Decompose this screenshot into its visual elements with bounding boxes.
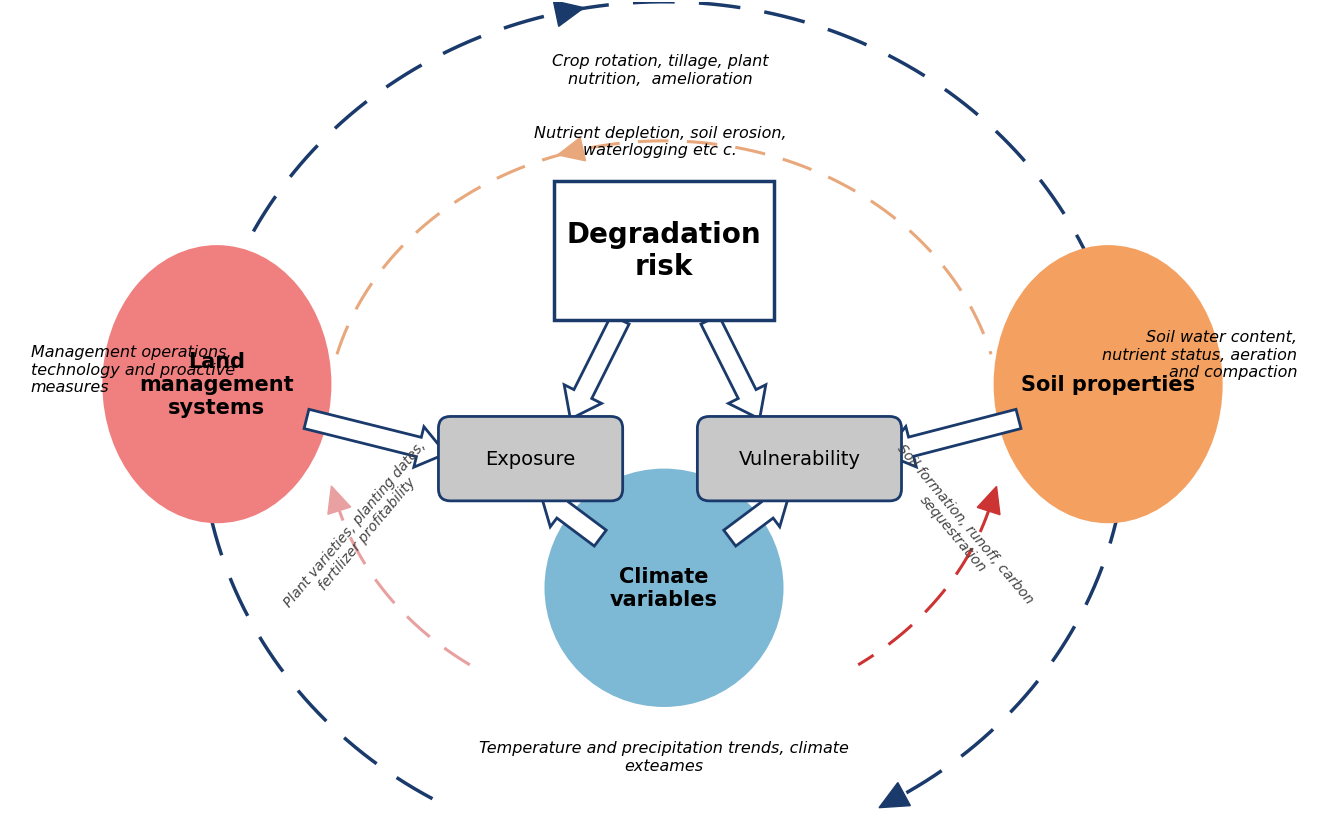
Polygon shape [724, 494, 789, 546]
Polygon shape [563, 316, 629, 419]
FancyBboxPatch shape [698, 417, 901, 501]
Ellipse shape [994, 246, 1223, 523]
Text: Nutrient depletion, soil erosion,
waterlogging etc c.: Nutrient depletion, soil erosion, waterl… [534, 125, 787, 158]
Ellipse shape [545, 469, 784, 707]
Polygon shape [553, 2, 583, 27]
Text: Soil properties: Soil properties [1021, 375, 1195, 395]
Polygon shape [1100, 324, 1127, 355]
Text: Temperature and precipitation trends, climate
exteames: Temperature and precipitation trends, cl… [478, 740, 849, 773]
Polygon shape [700, 316, 766, 419]
Ellipse shape [102, 246, 331, 523]
FancyBboxPatch shape [554, 181, 773, 320]
Text: Degradation
risk: Degradation risk [566, 220, 762, 281]
Polygon shape [977, 486, 999, 515]
Polygon shape [878, 783, 910, 808]
Polygon shape [197, 485, 223, 515]
Text: Soil water content,
nutrient status, aeration
and compaction: Soil water content, nutrient status, aer… [1102, 330, 1297, 380]
Polygon shape [199, 334, 225, 364]
Text: Climate
variables: Climate variables [610, 567, 718, 609]
FancyBboxPatch shape [439, 417, 623, 501]
Polygon shape [884, 410, 1021, 468]
Polygon shape [541, 494, 606, 546]
Text: Vulnerability: Vulnerability [739, 450, 860, 468]
Polygon shape [558, 138, 586, 161]
Text: Plant varieties, planting dates,
fertilizer profitability: Plant varieties, planting dates, fertili… [282, 437, 441, 619]
Text: Exposure: Exposure [485, 450, 575, 468]
Polygon shape [328, 486, 351, 514]
Text: Land
management
systems: Land management systems [140, 351, 294, 418]
Polygon shape [304, 410, 447, 468]
Text: Crop rotation, tillage, plant
nutrition,  amelioration: Crop rotation, tillage, plant nutrition,… [552, 54, 768, 87]
Text: Soil formation, runoff, carbon
sequestration: Soil formation, runoff, carbon sequestra… [881, 441, 1035, 616]
Text: Management operations,
technology and proactive
measures: Management operations, technology and pr… [31, 345, 235, 395]
